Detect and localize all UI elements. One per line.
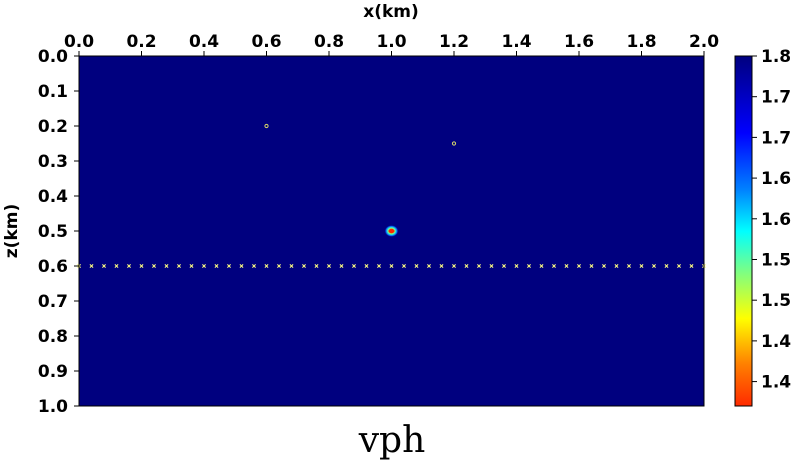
- receiver-marker: [627, 264, 631, 268]
- receiver-marker: [552, 264, 556, 268]
- receiver-marker: [177, 264, 181, 268]
- x-tick-label: 0.4: [189, 32, 219, 52]
- x-tick-label: 2.0: [689, 32, 719, 52]
- x-axis-label: x(km): [363, 2, 419, 22]
- colorbar-tick-label: 1.8: [761, 47, 791, 67]
- y-tick-label: 0.9: [38, 362, 68, 382]
- receiver-marker: [139, 264, 144, 268]
- receiver-layer: [77, 264, 706, 268]
- receiver-marker: [614, 264, 619, 268]
- x-tick-label: 0.6: [251, 32, 281, 52]
- receiver-marker: [452, 264, 456, 268]
- receiver-marker: [502, 264, 506, 268]
- x-axis-ticks: 0.0 0.2 0.4 0.6 0.8 1.0 1.2 1.4 1.6 1.8 2.0: [64, 32, 719, 56]
- colorbar-tick-label: 1.7: [761, 88, 791, 108]
- y-tick-label: 0.2: [38, 117, 68, 137]
- point-anomaly: [264, 123, 269, 129]
- receiver-marker: [639, 264, 644, 268]
- receiver-marker: [152, 264, 156, 268]
- receiver-marker: [102, 264, 106, 268]
- colorbar-tick-label: 1.7: [761, 128, 791, 148]
- colorbar-tick-label: 1.5: [761, 250, 791, 270]
- y-tick-label: 0.1: [38, 82, 68, 102]
- receiver-marker: [189, 264, 194, 268]
- receiver-marker: [202, 264, 206, 268]
- receiver-marker: [89, 264, 94, 268]
- receiver-marker: [252, 264, 256, 268]
- receiver-marker: [477, 264, 481, 268]
- receiver-marker: [602, 264, 606, 268]
- receiver-marker: [264, 264, 269, 268]
- receiver-marker: [239, 264, 244, 268]
- y-tick-label: 0.6: [38, 257, 68, 277]
- y-tick-label: 0.3: [38, 152, 68, 172]
- receiver-marker: [377, 264, 381, 268]
- chart-title: vph: [358, 420, 426, 461]
- receiver-marker: [389, 264, 394, 268]
- x-tick-label: 1.0: [376, 32, 406, 52]
- y-axis-label: z(km): [2, 204, 22, 258]
- y-tick-label: 1.0: [38, 397, 68, 417]
- receiver-marker: [339, 264, 344, 268]
- receiver-marker: [527, 264, 531, 268]
- x-tick-label: 1.6: [564, 32, 594, 52]
- receiver-marker: [564, 264, 569, 268]
- colorbar-tick-label: 1.6: [761, 169, 791, 189]
- receiver-marker: [314, 264, 319, 268]
- receiver-marker: [439, 264, 444, 268]
- y-tick-label: 0.7: [38, 292, 68, 312]
- x-tick-label: 0.0: [64, 32, 94, 52]
- receiver-marker: [677, 264, 681, 268]
- receiver-marker: [489, 264, 494, 268]
- receiver-marker: [164, 264, 169, 268]
- receiver-marker: [464, 264, 469, 268]
- y-tick-label: 0.0: [38, 47, 68, 67]
- x-tick-label: 0.8: [314, 32, 344, 52]
- receiver-marker: [127, 264, 131, 268]
- point-anomaly: [451, 141, 457, 146]
- y-tick-label: 0.5: [38, 222, 68, 242]
- receiver-marker: [114, 264, 119, 268]
- receiver-marker: [414, 264, 419, 268]
- receiver-marker: [514, 264, 519, 268]
- colorbar-tick-label: 1.4: [761, 332, 791, 352]
- colorbar-tick-label: 1.4: [761, 373, 791, 393]
- x-tick-label: 1.4: [501, 32, 531, 52]
- receiver-marker: [327, 264, 331, 268]
- receiver-marker: [277, 264, 281, 268]
- y-tick-label: 0.4: [38, 187, 68, 207]
- x-tick-label: 1.2: [439, 32, 469, 52]
- y-axis-ticks: 0.0 0.1 0.2 0.3 0.4 0.5 0.6 0.7 0.8 0.9 1.0: [38, 47, 79, 417]
- receiver-marker: [689, 264, 694, 268]
- colorbar-ticks: 1.8 1.7 1.7 1.6 1.6 1.5 1.5 1.4 1.4: [752, 47, 791, 393]
- receiver-marker: [352, 264, 356, 268]
- anomaly-layer: [264, 123, 457, 237]
- colorbar: [734, 55, 753, 407]
- receiver-marker: [577, 264, 581, 268]
- receiver-marker: [302, 264, 306, 268]
- receiver-marker: [539, 264, 544, 268]
- colorbar-tick-label: 1.6: [761, 210, 791, 230]
- receiver-marker: [652, 264, 656, 268]
- receiver-marker: [289, 264, 294, 268]
- x-tick-label: 0.2: [126, 32, 156, 52]
- receiver-marker: [214, 264, 219, 268]
- receiver-marker: [364, 264, 369, 268]
- receiver-marker: [427, 264, 431, 268]
- receiver-marker: [664, 264, 669, 268]
- receiver-marker: [402, 264, 406, 268]
- velocity-anomaly-core: [388, 228, 395, 234]
- receiver-marker: [589, 264, 594, 268]
- y-tick-label: 0.8: [38, 327, 68, 347]
- receiver-marker: [227, 264, 231, 268]
- x-tick-label: 1.8: [626, 32, 656, 52]
- colorbar-tick-label: 1.5: [761, 291, 791, 311]
